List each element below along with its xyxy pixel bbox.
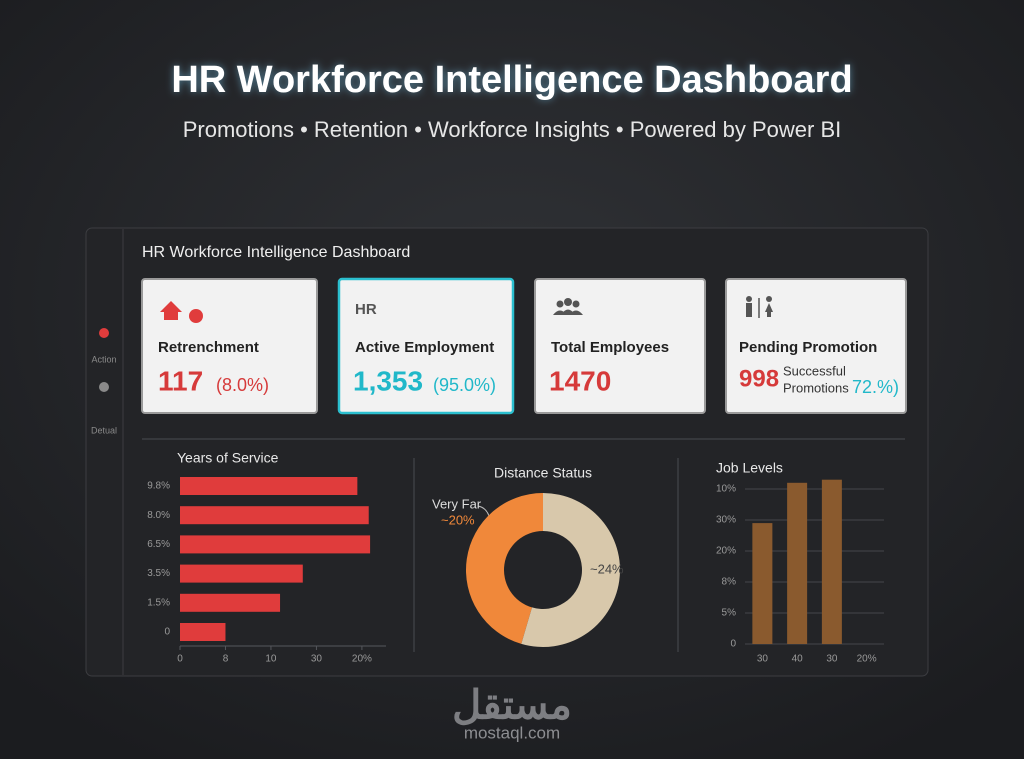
y-tick-label: 8.0% xyxy=(147,510,170,521)
card-note: Promotions xyxy=(783,380,849,395)
card-label: Active Employment xyxy=(355,339,494,356)
y-tick-label: 0 xyxy=(164,627,170,638)
x-tick-label: 30 xyxy=(311,654,323,665)
y-tick-label: 10% xyxy=(716,484,736,495)
card-value: 998 xyxy=(739,365,779,392)
y-tick-label: 6.5% xyxy=(147,539,170,550)
y-tick-label: 3.5% xyxy=(147,568,170,579)
page-title: HR Workforce Intelligence Dashboard xyxy=(171,59,852,101)
bar xyxy=(180,477,358,495)
donut-segment xyxy=(465,492,543,644)
card-detail: (8.0%) xyxy=(216,375,269,395)
bar xyxy=(180,623,226,641)
card-note: Successful xyxy=(783,363,846,378)
y-tick-label: 9.8% xyxy=(147,481,170,492)
chart-title: Years of Service xyxy=(177,450,279,466)
value-label: ~20% xyxy=(441,512,475,527)
bar xyxy=(180,564,303,583)
x-tick-label: 8 xyxy=(223,654,229,665)
watermark-logo: مستقل xyxy=(452,684,572,728)
bar xyxy=(787,482,808,644)
card-label: Pending Promotion xyxy=(739,339,877,356)
bar xyxy=(821,479,842,644)
x-tick-label: 10 xyxy=(265,654,277,665)
category-label: Very Far xyxy=(432,496,482,511)
y-tick-label: 8% xyxy=(722,577,737,588)
y-tick-label: 1.5% xyxy=(147,597,170,608)
house-icon xyxy=(160,301,182,320)
x-tick-label: 30 xyxy=(757,654,769,665)
x-tick-label: 30 xyxy=(826,654,838,665)
kpi-card xyxy=(141,278,318,414)
y-tick-label: 5% xyxy=(722,608,737,619)
y-tick-label: 20% xyxy=(716,546,736,557)
card-icon: HR xyxy=(355,301,377,318)
card-detail: (95.0%) xyxy=(433,375,496,395)
x-tick-label: 20% xyxy=(352,654,372,665)
page-subtitle: Promotions • Retention • Workforce Insig… xyxy=(183,117,842,142)
y-tick-label: 0 xyxy=(730,639,736,650)
card-label: Total Employees xyxy=(551,339,669,356)
card-value: 117 xyxy=(158,365,203,396)
panel-title: HR Workforce Intelligence Dashboard xyxy=(142,244,410,261)
chart-title: Distance Status xyxy=(494,465,592,481)
card-detail: 72.%) xyxy=(852,377,899,397)
sidebar-item[interactable]: Action xyxy=(91,354,116,364)
donut-segment xyxy=(521,493,620,647)
card-label: Retrenchment xyxy=(158,339,259,356)
card-value: 1470 xyxy=(549,365,611,396)
value-label: ~24% xyxy=(590,561,624,576)
sidebar-item[interactable]: Detual xyxy=(91,425,117,435)
people-icon xyxy=(553,298,583,315)
chart-title: Job Levels xyxy=(716,460,783,476)
x-tick-label: 0 xyxy=(177,654,183,665)
x-tick-label: 40 xyxy=(792,654,804,665)
sidebar-dot[interactable] xyxy=(99,328,109,338)
bar xyxy=(180,535,371,554)
card-value: 1,353 xyxy=(353,365,423,396)
sidebar-dot[interactable] xyxy=(99,382,109,392)
watermark-url: mostaql.com xyxy=(464,723,560,742)
bar xyxy=(180,506,369,525)
coin-icon xyxy=(189,309,203,323)
y-tick-label: 30% xyxy=(716,515,736,526)
x-tick-label: 20% xyxy=(857,654,877,665)
bar xyxy=(752,523,773,644)
bar xyxy=(180,593,281,612)
kpi-card xyxy=(337,277,515,415)
person-icon xyxy=(746,296,773,318)
